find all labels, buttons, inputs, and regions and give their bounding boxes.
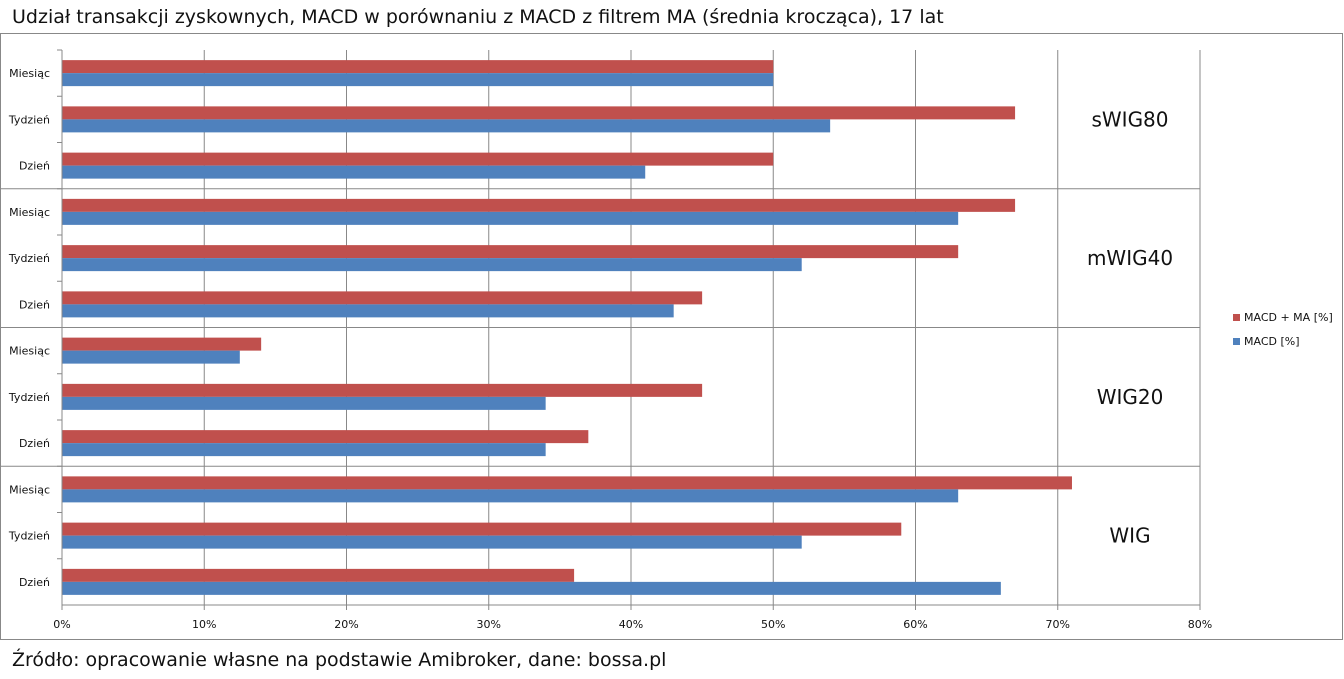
group-label: WIG [1109, 524, 1150, 548]
bar-macd_ma [62, 522, 902, 536]
bar-macd_ma [62, 568, 575, 582]
bar-macd [62, 73, 774, 87]
source-note: Źródło: opracowanie własne na podstawie … [12, 649, 667, 671]
x-tick-label: 50% [761, 618, 785, 631]
group-label: WIG20 [1097, 385, 1164, 409]
bar-macd [62, 581, 1001, 595]
bar-macd_ma [62, 476, 1072, 490]
bar-macd [62, 489, 959, 503]
y-tick-label: Dzień [19, 437, 50, 450]
y-tick-label: Dzień [19, 298, 50, 311]
bar-macd [62, 211, 959, 225]
y-tick-label: Tydzień [8, 113, 50, 126]
bar-macd_ma [62, 245, 959, 259]
y-tick-label: Dzień [19, 576, 50, 589]
legend-swatch [1233, 314, 1240, 321]
bar-macd_ma [62, 152, 774, 166]
bar-macd [62, 535, 802, 549]
x-tick-label: 80% [1188, 618, 1212, 631]
y-tick-label: Miesiąc [9, 483, 50, 496]
y-tick-label: Tydzień [8, 530, 50, 543]
x-tick-label: 70% [1046, 618, 1070, 631]
y-tick-label: Miesiąc [9, 206, 50, 219]
bar-macd [62, 119, 831, 133]
group-label: mWIG40 [1087, 246, 1173, 270]
x-tick-label: 60% [903, 618, 927, 631]
y-tick-label: Tydzień [8, 391, 50, 404]
bar-macd_ma [62, 383, 703, 397]
chart-title: Udział transakcji zyskownych, MACD w por… [12, 6, 944, 28]
bar-macd [62, 443, 546, 457]
bar-macd_ma [62, 430, 589, 444]
y-tick-label: Tydzień [8, 252, 50, 265]
legend-label: MACD + MA [%] [1244, 311, 1333, 324]
bar-macd [62, 304, 674, 318]
bar-macd_ma [62, 106, 1016, 120]
y-tick-label: Miesiąc [9, 345, 50, 358]
bar-macd [62, 165, 646, 179]
bar-chart: 0% 10% 20% 30% 40% 50% 60% 70% 80% Miesiąc Tydzień… [0, 33, 1343, 640]
x-tick-label: 0% [53, 618, 70, 631]
x-tick-label: 30% [477, 618, 501, 631]
x-tick-label: 40% [619, 618, 643, 631]
x-tick-label: 20% [334, 618, 358, 631]
group-label: sWIG80 [1091, 107, 1168, 131]
y-tick-label: Miesiąc [9, 67, 50, 80]
x-tick-label: 10% [192, 618, 216, 631]
bar-macd [62, 258, 802, 272]
legend-swatch [1233, 338, 1240, 345]
y-tick-label: Dzień [19, 160, 50, 173]
bar-macd [62, 350, 240, 364]
bar-macd_ma [62, 291, 703, 305]
bar-macd_ma [62, 337, 262, 351]
legend-label: MACD [%] [1244, 335, 1300, 348]
bar-macd [62, 396, 546, 410]
bar-macd_ma [62, 60, 774, 74]
bar-macd_ma [62, 198, 1016, 212]
